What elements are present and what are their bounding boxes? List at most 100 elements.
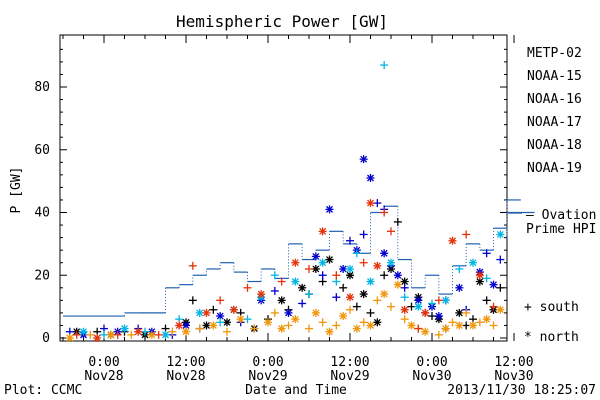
point-stroke	[401, 278, 409, 285]
point-stroke	[387, 259, 395, 267]
data-point	[161, 330, 170, 339]
data-point	[475, 277, 484, 286]
data-point	[400, 315, 409, 324]
data-point	[366, 308, 375, 317]
point-stroke	[209, 321, 217, 329]
data-point	[332, 321, 341, 330]
data-point	[469, 258, 477, 267]
data-point	[428, 299, 436, 308]
point-stroke	[278, 296, 286, 304]
point-stroke	[421, 309, 429, 317]
x-tick-date: Nov28	[84, 369, 123, 384]
x-axis-label: Date and Time	[245, 383, 347, 398]
data-point	[387, 302, 395, 311]
x-tick-time: 12:00	[330, 355, 369, 370]
x-tick-date: Nov30	[494, 369, 533, 384]
data-point	[339, 312, 348, 321]
data-point	[366, 277, 375, 286]
data-point	[202, 321, 211, 330]
point-stroke	[291, 315, 299, 323]
y-tick-label: 40	[34, 206, 50, 221]
data-point	[325, 327, 334, 336]
point-stroke	[326, 328, 333, 336]
point-stroke	[66, 334, 74, 342]
point-stroke	[401, 306, 409, 314]
data-point	[216, 312, 225, 321]
data-point	[366, 321, 375, 330]
data-point	[339, 283, 348, 292]
data-point	[209, 321, 218, 330]
data-point	[359, 155, 368, 164]
data-point	[441, 296, 450, 305]
data-point	[373, 261, 382, 270]
x-axis: 0:00Nov2812:00Nov280:00Nov2912:00Nov290:…	[62, 35, 534, 384]
data-point	[387, 227, 395, 236]
data-point	[250, 324, 259, 333]
point-stroke	[455, 321, 463, 329]
data-point	[270, 271, 279, 280]
point-stroke	[278, 325, 286, 333]
data-point	[400, 283, 409, 292]
data-point	[482, 315, 491, 324]
data-point	[277, 324, 286, 333]
data-point	[106, 330, 115, 339]
data-point	[421, 308, 430, 317]
data-point	[441, 324, 450, 333]
data-point	[291, 315, 300, 324]
data-point	[496, 305, 505, 314]
data-point	[380, 249, 389, 258]
point-stroke	[80, 328, 87, 336]
point-stroke	[380, 290, 388, 298]
data-point	[400, 305, 409, 314]
point-stroke	[469, 321, 477, 329]
data-point	[346, 264, 354, 273]
data-point	[113, 330, 122, 339]
point-stroke	[326, 256, 333, 264]
data-point	[455, 283, 464, 292]
y-axis-label: P [GW]	[9, 167, 24, 214]
data-point	[305, 324, 313, 333]
data-point	[209, 305, 218, 314]
point-stroke	[353, 325, 361, 333]
data-point	[366, 199, 375, 208]
data-point	[147, 330, 156, 339]
y-tick-label: 20	[34, 268, 50, 283]
data-point	[79, 327, 88, 336]
data-point	[359, 290, 368, 299]
data-point	[311, 308, 320, 317]
data-point	[414, 324, 423, 333]
data-point	[202, 308, 211, 317]
symbol-legend: + south * north	[524, 300, 579, 345]
legend-entry: NOAA-17	[527, 115, 582, 130]
point-stroke	[421, 328, 429, 336]
symbol-legend-entry: * north	[524, 330, 579, 345]
data-point	[407, 302, 416, 311]
data-point	[229, 305, 238, 314]
data-point	[311, 252, 320, 261]
data-point	[291, 258, 300, 267]
point-stroke	[162, 331, 169, 339]
data-point	[414, 302, 423, 311]
data-point	[305, 264, 313, 273]
data-point	[120, 324, 129, 333]
footer-plot-source: Plot: CCMC	[4, 383, 82, 398]
point-stroke	[367, 174, 374, 182]
point-stroke	[346, 265, 354, 273]
point-stroke	[291, 278, 299, 285]
ovation-line	[63, 199, 535, 317]
legend-entry: NOAA-15	[527, 69, 582, 84]
point-stroke	[360, 290, 368, 298]
data-point	[141, 327, 149, 336]
data-point	[236, 315, 245, 324]
x-tick-date: Nov30	[412, 369, 451, 384]
point-stroke	[339, 312, 347, 320]
data-point	[380, 271, 389, 280]
data-point	[339, 264, 348, 273]
point-stroke	[121, 325, 128, 333]
data-point	[359, 230, 368, 239]
data-point	[400, 293, 409, 302]
point-stroke	[203, 321, 210, 329]
point-stroke	[237, 315, 245, 323]
